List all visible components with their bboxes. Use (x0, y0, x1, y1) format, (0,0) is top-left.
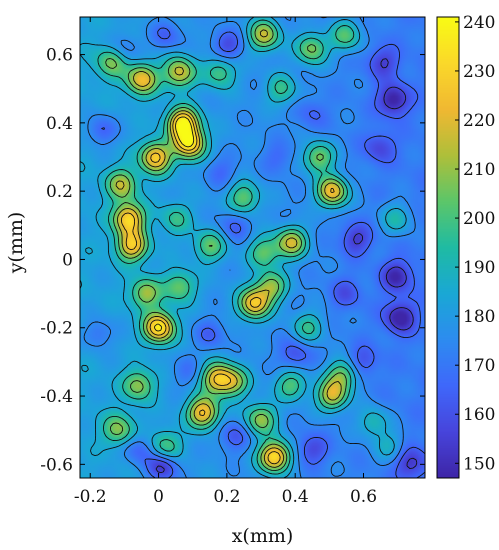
contour-line-225 (120, 113, 335, 465)
contour-line-185 (80, 17, 407, 478)
colorbar-ticks: 240 230 220 210 200 190 180 170 160 150 (455, 13, 495, 474)
plot-frame (79, 16, 426, 479)
contour-line-175 (83, 17, 416, 478)
y-tick-label: -0.6 (40, 455, 73, 475)
contour-line-235 (153, 116, 195, 332)
x-axis-label: x(mm) (232, 525, 294, 547)
colorbar-tick-label: 240 (463, 13, 495, 33)
contour-lines (80, 17, 425, 478)
contour-line-165 (101, 27, 425, 478)
x-tick-label: 0.4 (282, 487, 309, 507)
contour-line-155 (155, 58, 418, 474)
x-tick-label: 0 (153, 487, 164, 507)
x-tick-label: 0.6 (350, 487, 377, 507)
x-axis: -0.2 0 0.2 0.4 0.6 (74, 17, 377, 507)
plot-area (79, 16, 426, 479)
colorbar-tick-label: 170 (463, 356, 495, 376)
y-tick-label: 0.2 (46, 182, 73, 202)
y-axis: 0.6 0.4 0.2 0 -0.2 -0.4 -0.6 (40, 46, 425, 475)
y-tick-label: 0 (62, 250, 73, 270)
colorbar-gradient-image (437, 17, 459, 478)
y-tick-label: -0.4 (40, 387, 73, 407)
contour-line-205 (105, 23, 347, 472)
colorbar: 240 230 220 210 200 190 180 170 160 150 (436, 13, 495, 479)
y-tick-label: -0.2 (40, 319, 73, 339)
contour-line-195 (97, 19, 355, 475)
contour-line-215 (115, 29, 342, 468)
colorbar-tick-label: 180 (463, 307, 495, 327)
colorbar-frame (436, 16, 460, 479)
colorbar-tick-label: 190 (463, 258, 495, 278)
x-tick-label: -0.2 (74, 487, 107, 507)
y-axis-label: y(mm) (5, 212, 27, 275)
colorbar-tick-label: 230 (463, 62, 495, 82)
y-tick-label: 0.4 (46, 114, 73, 134)
colorbar-tick-label: 200 (463, 209, 495, 229)
contour-heatmap (80, 17, 425, 478)
colorbar-tick-label: 220 (463, 111, 495, 131)
colorbar-tick-label: 210 (463, 160, 495, 180)
colorbar-tick-label: 150 (463, 454, 495, 474)
x-tick-label: 0.2 (213, 487, 240, 507)
y-tick-label: 0.6 (46, 46, 73, 66)
colorbar-tick-label: 160 (463, 405, 495, 425)
